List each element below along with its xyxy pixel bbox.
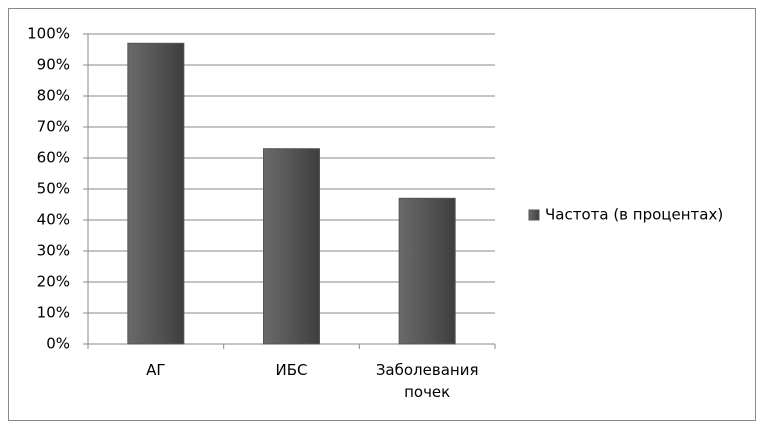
y-tick-label: 90% bbox=[37, 56, 70, 74]
y-tick-label: 70% bbox=[37, 118, 70, 136]
y-tick-label: 10% bbox=[37, 304, 70, 322]
x-tick-label: АГ bbox=[146, 361, 166, 379]
y-tick-label: 30% bbox=[37, 242, 70, 260]
bar bbox=[127, 42, 185, 345]
y-tick-label: 50% bbox=[37, 180, 70, 198]
y-tick-label: 40% bbox=[37, 211, 70, 229]
y-tick-label: 100% bbox=[27, 25, 70, 43]
y-tick-label: 80% bbox=[37, 87, 70, 105]
y-tick-label: 20% bbox=[37, 273, 70, 291]
bar bbox=[398, 197, 456, 345]
y-tick-label: 0% bbox=[46, 335, 70, 353]
legend-label: Частота (в процентах) bbox=[545, 206, 723, 224]
bar bbox=[263, 148, 320, 345]
x-tick-label: Заболевания почек bbox=[375, 361, 479, 401]
legend-marker bbox=[528, 209, 540, 221]
x-tick-label: ИБС bbox=[275, 361, 308, 379]
y-tick-label: 60% bbox=[37, 149, 70, 167]
